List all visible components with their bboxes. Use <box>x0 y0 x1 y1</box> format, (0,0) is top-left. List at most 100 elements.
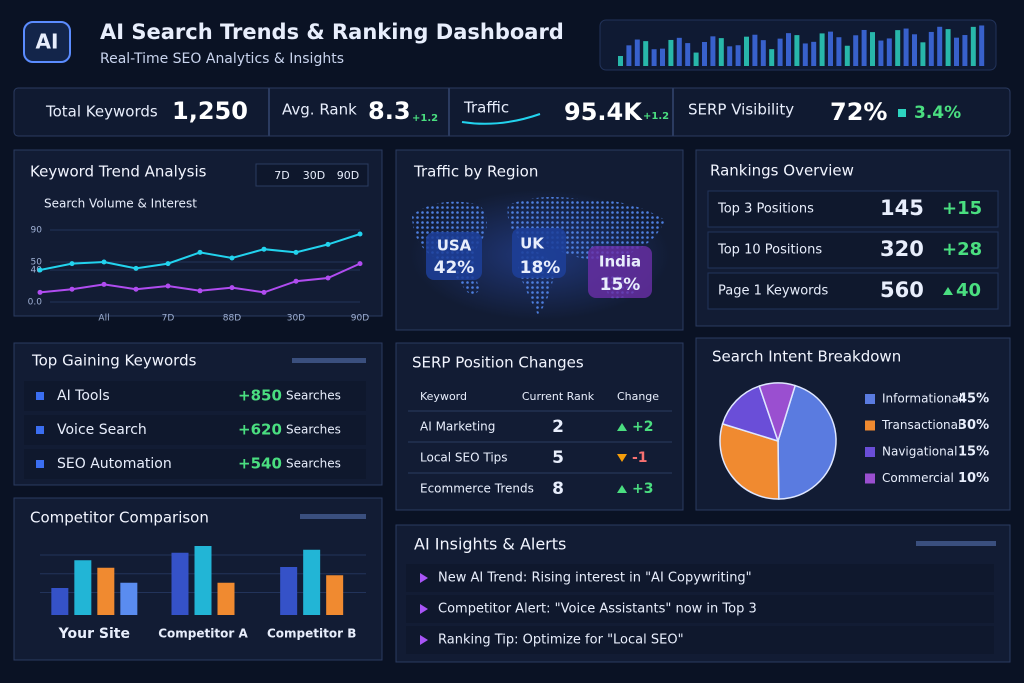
column-header: Current Rank <box>522 390 595 403</box>
pie-slice <box>758 382 797 444</box>
range-button[interactable]: 30D <box>303 169 325 182</box>
row-bg <box>707 190 999 228</box>
region-share: 42% <box>434 258 475 278</box>
sparkline-bar <box>819 33 825 66</box>
bar <box>194 546 212 615</box>
sparkline-bar <box>811 41 817 66</box>
insights-list: New AI Trend: Rising interest in "AI Cop… <box>406 564 994 654</box>
region-name: USA <box>437 237 472 255</box>
sparkline-bar <box>962 35 968 66</box>
trend-point <box>357 231 363 237</box>
trend-point <box>293 249 299 255</box>
keyword: SEO Automation <box>57 456 172 472</box>
sparkline-bar <box>828 31 833 66</box>
insight: Ranking Tip: Optimize for "Local SEO" <box>438 633 684 648</box>
trend-point <box>357 261 363 267</box>
kpi-divider <box>268 88 270 136</box>
sparkline-bar <box>903 28 909 67</box>
search-unit: Searches <box>286 457 341 471</box>
sparkline-bar <box>945 29 951 66</box>
sparkline-bar <box>954 37 959 66</box>
row-label: Page 1 Keywords <box>718 284 829 299</box>
kpi-delta: +1.2 <box>643 111 669 122</box>
insight: Competitor Alert: "Voice Assistants" now… <box>438 602 757 617</box>
row-bg <box>24 449 366 479</box>
legend-value: 45% <box>958 392 989 407</box>
region-share: 18% <box>520 258 561 278</box>
cell-rank: 5 <box>552 448 564 468</box>
sparkline-bar <box>693 52 699 66</box>
arrow-icon <box>943 287 953 295</box>
legend-swatch <box>865 420 875 431</box>
sparkline-bar <box>634 39 640 66</box>
trend-point <box>101 281 107 287</box>
trend-point <box>37 267 43 273</box>
sparkline-bar <box>651 49 657 66</box>
bullet <box>420 635 428 645</box>
panel-title: SERP Position Changes <box>412 354 584 372</box>
sparkline-bar <box>676 37 682 66</box>
pie-slice <box>777 384 837 500</box>
arrow-icon <box>617 454 627 462</box>
sparkline-bar <box>861 29 867 67</box>
trend-point <box>37 289 43 295</box>
arrow-icon <box>617 485 627 493</box>
row-bg <box>24 381 366 411</box>
search-unit: Searches <box>286 389 341 403</box>
sparkline-bar <box>735 45 741 66</box>
bullet <box>420 604 428 614</box>
range-selector <box>255 163 369 187</box>
x-tick-label: Competitor A <box>158 627 248 641</box>
panel-title: AI Insights & Alerts <box>414 535 566 554</box>
row-bg <box>406 595 994 623</box>
row-value: 320 <box>880 237 924 261</box>
kpi-label: SERP Visibility <box>688 101 794 119</box>
x-tick-label: 88D <box>223 314 241 324</box>
panel-decoration <box>916 541 996 546</box>
legend-label: Transactional <box>881 418 961 432</box>
range-button[interactable]: 90D <box>337 169 359 182</box>
bar <box>303 549 321 615</box>
row-bg <box>24 415 366 445</box>
cell-keyword: AI Marketing <box>420 420 495 434</box>
sparkline-bar <box>752 34 758 66</box>
bar <box>120 582 138 615</box>
row-value: 560 <box>880 278 924 302</box>
arrow-icon <box>617 423 627 431</box>
sparkline-bar <box>660 48 665 66</box>
region-name: UK <box>520 235 545 253</box>
x-tick-label: 7D <box>162 314 175 324</box>
trend-point <box>293 278 299 284</box>
sparkline-bar <box>626 45 632 66</box>
sparkline-bar <box>727 46 733 66</box>
sparkline-bar <box>886 38 892 66</box>
bullet <box>36 426 44 434</box>
kpi-label: Total Keywords <box>45 103 158 121</box>
traffic-sparkline <box>461 113 541 125</box>
sparkline-bar <box>618 56 623 66</box>
trend-point <box>325 275 331 281</box>
y-tick-label: 90 <box>31 226 43 236</box>
sparkline-bar <box>702 41 707 66</box>
panel <box>395 342 684 511</box>
sparkline-bar <box>786 33 791 66</box>
sparkline-bar <box>769 49 775 66</box>
sparkline-bar <box>970 26 976 66</box>
sparkline-bar <box>760 40 766 66</box>
sparkline-bar <box>710 36 716 66</box>
panel-title: Search Intent Breakdown <box>712 348 901 366</box>
panel-decoration <box>300 514 366 519</box>
range-button[interactable]: 7D <box>274 169 289 182</box>
x-tick-label: All <box>98 314 109 324</box>
bar <box>97 567 115 615</box>
sparkline-bar <box>870 32 875 66</box>
bar <box>217 582 235 615</box>
trend-point <box>229 255 235 261</box>
sparkline-bar <box>853 35 859 66</box>
pie-slice <box>721 385 780 443</box>
y-tick-label: 0.0 <box>28 298 43 308</box>
legend-label: Informational <box>882 392 962 406</box>
panel-decoration <box>292 358 366 363</box>
